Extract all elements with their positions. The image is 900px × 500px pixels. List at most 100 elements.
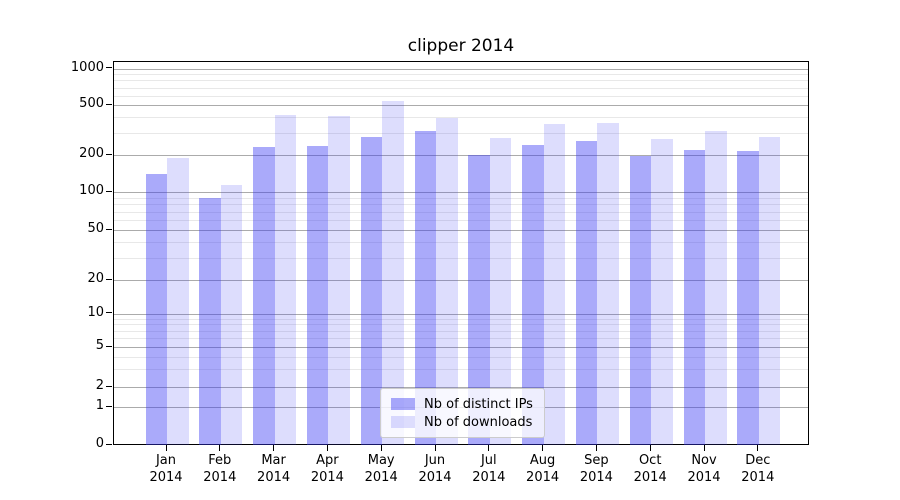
bar-downloads-sep <box>597 123 619 445</box>
minor-gridline <box>114 74 808 76</box>
y-tick-mark <box>106 228 112 230</box>
y-tick-mark <box>106 67 112 69</box>
y-tick-label: 200 <box>79 146 104 161</box>
x-tick-label: Mar 2014 <box>257 453 291 485</box>
x-tick-label: Feb 2014 <box>203 453 237 485</box>
y-tick-mark <box>106 278 112 280</box>
bar-distinct-ips-jul <box>468 155 490 445</box>
minor-gridline <box>114 133 808 134</box>
x-tick-mark <box>273 445 275 451</box>
x-tick-mark <box>649 445 651 451</box>
bar-distinct-ips-sep <box>575 140 598 445</box>
bar-distinct-ips-aug <box>522 145 544 445</box>
bar-downloads-may <box>382 101 404 445</box>
minor-gridline <box>114 324 808 326</box>
y-tick-mark <box>106 103 112 105</box>
bar-downloads-jul <box>489 137 512 445</box>
bar-downloads-jun <box>436 117 458 445</box>
y-tick-label: 1000 <box>70 59 104 75</box>
minor-gridline <box>114 258 808 260</box>
minor-gridline <box>114 330 808 332</box>
y-tick-mark <box>106 405 112 407</box>
minor-gridline <box>114 242 808 244</box>
minor-gridline <box>114 338 808 340</box>
minor-gridline <box>114 197 808 199</box>
x-tick-label: Apr 2014 <box>310 453 344 485</box>
minor-gridline <box>114 87 808 89</box>
y-tick-mark <box>106 153 112 155</box>
major-gridline <box>114 105 808 107</box>
bar-distinct-ips-oct <box>629 156 652 445</box>
chart-title: clipper 2014 <box>407 36 515 56</box>
minor-gridline <box>114 369 808 371</box>
bar-downloads-feb <box>220 185 243 445</box>
major-gridline <box>114 155 808 156</box>
bar-distinct-ips-nov <box>683 150 705 445</box>
y-tick-mark <box>106 385 112 387</box>
y-tick-mark <box>106 345 112 347</box>
x-tick-mark <box>488 445 490 451</box>
major-gridline <box>114 313 808 315</box>
y-tick-label: 0 <box>95 436 104 451</box>
major-gridline <box>114 230 808 231</box>
x-tick-label: Sep 2014 <box>579 453 613 485</box>
bar-downloads-dec <box>758 137 781 445</box>
x-tick-mark <box>165 445 167 451</box>
bar-distinct-ips-jan <box>145 174 167 445</box>
x-tick-label: Jun 2014 <box>418 453 452 485</box>
bar-distinct-ips-apr <box>306 146 329 445</box>
bar-downloads-oct <box>651 139 673 445</box>
x-tick-mark <box>757 445 759 451</box>
bar-downloads-jan <box>167 157 189 445</box>
legend-label-downloads: Nb of downloads <box>424 414 533 430</box>
minor-gridline <box>114 95 808 97</box>
y-tick-label: 5 <box>95 338 104 353</box>
legend: Nb of distinct IPs Nb of downloads <box>380 388 545 438</box>
major-gridline <box>114 192 808 193</box>
major-gridline <box>114 280 808 282</box>
x-tick-label: Dec 2014 <box>741 453 775 485</box>
x-tick-mark <box>326 445 329 451</box>
legend-entry-distinct-ips: Nb of distinct IPs <box>391 397 534 412</box>
bar-downloads-apr <box>328 116 350 445</box>
x-tick-mark <box>380 445 382 451</box>
x-tick-label: Oct 2014 <box>633 453 667 485</box>
y-tick-mark <box>106 443 112 445</box>
bar-distinct-ips-may <box>360 136 383 445</box>
bar-distinct-ips-mar <box>253 147 275 445</box>
minor-gridline <box>114 211 808 213</box>
y-tick-label: 100 <box>79 183 104 198</box>
x-tick-mark <box>595 445 598 451</box>
x-tick-mark <box>542 445 544 451</box>
bar-downloads-nov <box>705 130 727 445</box>
bar-distinct-ips-feb <box>199 197 221 445</box>
y-tick-label: 2 <box>95 378 104 393</box>
x-tick-label: Jul 2014 <box>472 453 506 485</box>
y-tick-label: 1 <box>95 398 104 413</box>
bar-downloads-aug <box>543 124 566 445</box>
x-tick-label: Nov 2014 <box>687 453 721 485</box>
y-tick-label: 20 <box>87 271 104 287</box>
x-tick-mark <box>434 445 436 451</box>
x-tick-mark <box>703 445 705 451</box>
y-tick-label: 10 <box>87 304 104 320</box>
legend-entry-downloads: Nb of downloads <box>391 415 534 430</box>
plot-area <box>113 61 809 445</box>
y-tick-mark <box>106 190 112 192</box>
x-tick-label: May 2014 <box>364 453 398 485</box>
major-gridline <box>114 68 808 70</box>
major-gridline <box>114 387 808 388</box>
minor-gridline <box>114 318 808 320</box>
minor-gridline <box>114 356 808 358</box>
bar-distinct-ips-jun <box>414 131 436 445</box>
legend-label-distinct-ips: Nb of distinct IPs <box>424 396 533 412</box>
legend-swatch-distinct-ips <box>391 398 415 410</box>
minor-gridline <box>114 80 808 82</box>
minor-gridline <box>114 117 808 119</box>
minor-gridline <box>114 220 808 221</box>
minor-gridline <box>114 204 808 206</box>
y-tick-mark <box>106 312 112 314</box>
bar-distinct-ips-dec <box>737 151 759 445</box>
bar-downloads-mar <box>274 114 297 445</box>
